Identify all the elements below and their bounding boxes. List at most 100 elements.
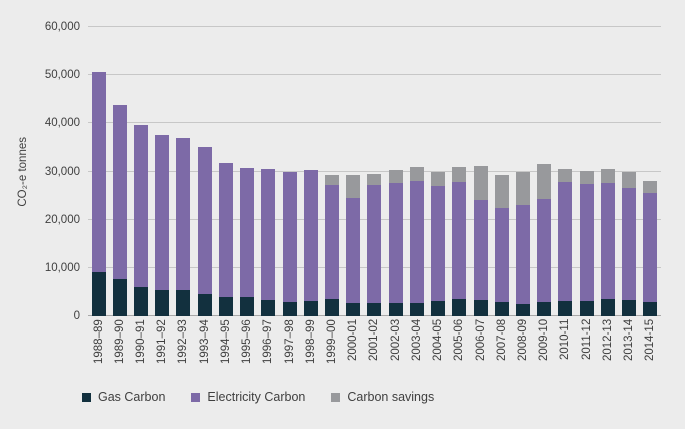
x-tick-slot: 1997–98 [279, 319, 300, 383]
bar-segment [367, 302, 382, 316]
bar-segment [579, 184, 594, 301]
gas-carbon-swatch-icon [82, 392, 91, 402]
bar-segment [452, 299, 467, 316]
bar-slot [449, 27, 470, 316]
stacked-bar-2000-01 [346, 27, 361, 316]
bar-segment [409, 180, 424, 303]
legend-item-gas-carbon: Gas Carbon [82, 390, 165, 404]
bar-segment [176, 137, 191, 290]
x-tick-slot: 1995–96 [237, 319, 258, 383]
x-tick-label: 2006-07 [474, 319, 487, 362]
stacked-bar-1993–94 [197, 27, 212, 316]
bar-segment [303, 169, 318, 301]
stacked-bar-2009-10 [537, 27, 552, 316]
bar-segment [303, 300, 318, 316]
x-tick-slot: 1993–94 [194, 319, 215, 383]
x-tick-label: 2010-11 [559, 319, 572, 361]
plot-area [88, 26, 661, 316]
stacked-bar-2004-05 [431, 27, 446, 316]
bar-segment [431, 171, 446, 187]
electricity-carbon-swatch-icon [191, 392, 201, 402]
bar-segment [643, 301, 658, 316]
x-tick-label: 1994–95 [219, 319, 232, 364]
bar-segment [346, 302, 361, 316]
bars [88, 27, 661, 316]
bar-slot [640, 27, 661, 316]
gridline [88, 26, 661, 27]
bar-slot [258, 27, 279, 316]
bar-segment [494, 207, 509, 302]
stacked-bar-1990–91 [134, 27, 149, 316]
x-axis-labels: 1988–89 1989–90 1990–91 1991–92 1992–93 1993–… [88, 319, 661, 383]
x-tick-slot: 2009-10 [534, 319, 555, 383]
bar-segment [579, 170, 594, 185]
stacked-bar-2006-07 [473, 27, 488, 316]
bar-segment [409, 166, 424, 181]
x-tick-slot: 2007-08 [491, 319, 512, 383]
x-tick-label: 2008-09 [516, 319, 529, 362]
y-tick-label: 60,000 [44, 21, 80, 33]
x-tick-label: 1991–92 [156, 319, 169, 364]
bar-segment [197, 293, 212, 316]
x-tick-label: 1990–91 [135, 319, 148, 364]
stacked-bar-2003-04 [409, 27, 424, 316]
x-tick-slot: 2010-11 [555, 319, 576, 383]
legend-item-carbon-savings: Carbon savings [331, 390, 434, 404]
bar-segment [409, 302, 424, 316]
x-tick-slot: 2003-04 [406, 319, 427, 383]
x-tick-slot: 2012-13 [597, 319, 618, 383]
bar-slot [130, 27, 151, 316]
legend-item-electricity-carbon: Electricity Carbon [191, 390, 305, 404]
x-tick-slot: 1996–97 [258, 319, 279, 383]
stacked-bar-1997–98 [282, 27, 297, 316]
stacked-bar-2008-09 [515, 27, 530, 316]
bar-segment [197, 146, 212, 294]
x-tick-slot: 1988–89 [88, 319, 109, 383]
x-tick-slot: 2006-07 [470, 319, 491, 383]
bar-segment [452, 166, 467, 182]
stacked-bar-2012-13 [600, 27, 615, 316]
bar-segment [622, 172, 637, 188]
x-tick-slot: 1990–91 [130, 319, 151, 383]
bar-slot [428, 27, 449, 316]
x-tick-label: 2002-03 [389, 319, 402, 362]
bar-slot [194, 27, 215, 316]
x-tick-slot: 2004-05 [428, 319, 449, 383]
bar-segment [473, 199, 488, 300]
bar-slot [470, 27, 491, 316]
stacked-bar-1988–89 [91, 27, 106, 316]
bar-segment [643, 180, 658, 194]
stacked-bar-2014-15 [643, 27, 658, 316]
x-tick-label: 2014-15 [644, 319, 657, 362]
bar-segment [91, 271, 106, 316]
bar-segment [622, 187, 637, 301]
x-tick-slot: 1992–93 [173, 319, 194, 383]
bar-segment [134, 287, 149, 316]
stacked-bar-2007-08 [494, 27, 509, 316]
bar-segment [537, 163, 552, 199]
stacked-bar-2002-03 [388, 27, 403, 316]
bar-segment [431, 301, 446, 316]
x-tick-slot: 2000-01 [343, 319, 364, 383]
bar-slot [555, 27, 576, 316]
bar-segment [176, 289, 191, 316]
bar-segment [388, 302, 403, 316]
legend-label: Electricity Carbon [207, 390, 306, 404]
bar-segment [282, 302, 297, 316]
bar-slot [109, 27, 130, 316]
x-tick-label: 2004-05 [432, 319, 445, 362]
bar-segment [431, 186, 446, 302]
bar-slot [576, 27, 597, 316]
x-tick-label: 2009-10 [538, 319, 551, 362]
stacked-bar-1999–00 [325, 27, 340, 316]
x-tick-label: 2013-14 [623, 319, 636, 362]
bar-segment [261, 299, 276, 316]
stacked-bar-1996–97 [261, 27, 276, 316]
y-tick-label: 40,000 [44, 117, 80, 130]
bar-segment [473, 299, 488, 316]
stacked-bar-1992–93 [176, 27, 191, 316]
x-tick-label: 1992–93 [177, 319, 190, 364]
bar-slot [173, 27, 194, 316]
bar-segment [537, 301, 552, 316]
x-tick-slot: 1999–00 [321, 319, 342, 383]
